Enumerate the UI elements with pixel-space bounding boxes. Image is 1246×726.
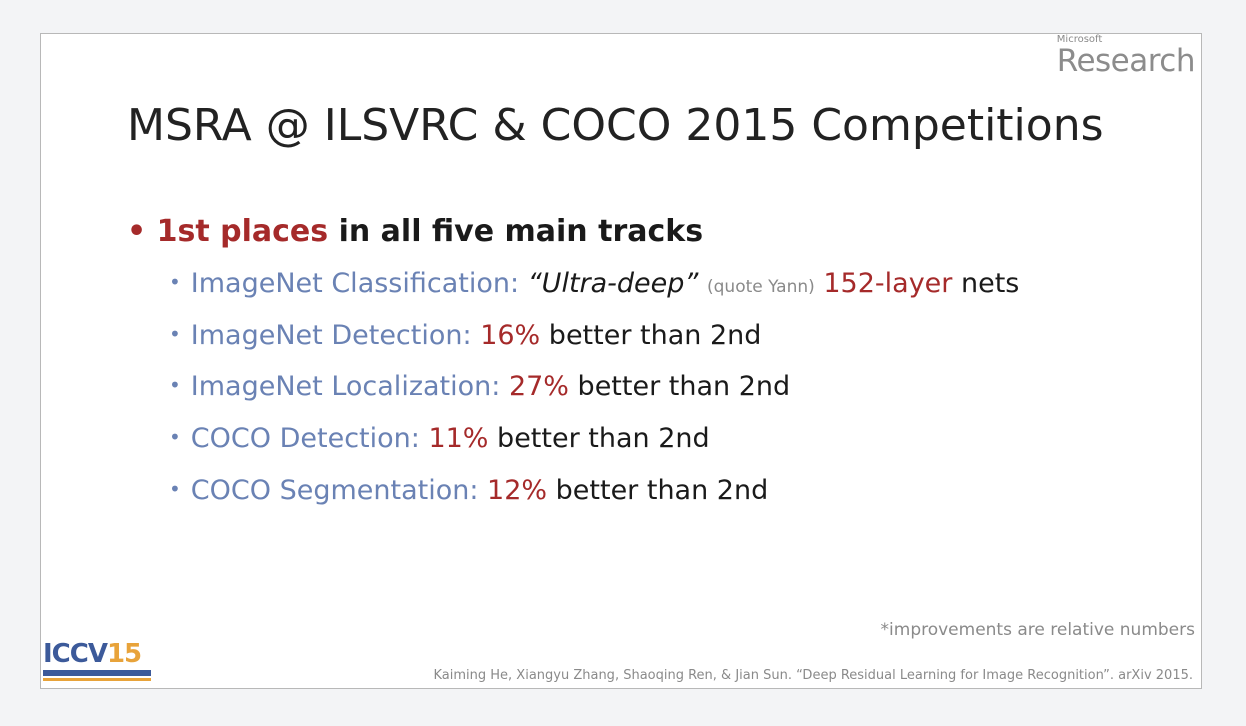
- iccv-logo-bar-accent: [43, 678, 151, 681]
- main-bullet-rest: in all five main tracks: [328, 214, 704, 249]
- item-label: COCO Segmentation:: [190, 475, 479, 506]
- item-rest: better than 2nd: [540, 320, 762, 351]
- item-rest: better than 2nd: [488, 423, 710, 454]
- iccv-logo-bar: [43, 670, 151, 676]
- logo-big-text: Research: [1056, 43, 1196, 79]
- item-label: ImageNet Classification:: [190, 268, 520, 299]
- microsoft-research-logo: Microsoft Research: [1056, 34, 1196, 79]
- list-item-coco-detection: • COCO Detection: 11% better than 2nd: [169, 423, 710, 454]
- citation: Kaiming He, Xiangyu Zhang, Shaoqing Ren,…: [433, 668, 1193, 683]
- iccv-logo-year: 15: [106, 639, 142, 669]
- bullet-dot: •: [169, 270, 181, 294]
- item-value: 16%: [480, 320, 541, 351]
- item-value: 12%: [487, 475, 548, 506]
- iccv-logo-text: ICCV: [43, 639, 108, 669]
- list-item-coco-segmentation: • COCO Segmentation: 12% better than 2nd: [169, 475, 768, 506]
- item-label: ImageNet Detection:: [190, 320, 472, 351]
- item-label: ImageNet Localization:: [190, 371, 501, 402]
- quote-yann: (quote Yann): [707, 277, 815, 297]
- footnote: *improvements are relative numbers: [880, 620, 1195, 640]
- slide-title: MSRA @ ILSVRC & COCO 2015 Competitions: [127, 100, 1104, 151]
- list-item-localization: • ImageNet Localization: 27% better than …: [169, 371, 790, 402]
- list-item-classification: • ImageNet Classification: “Ultra-deep” (…: [169, 268, 1019, 299]
- ultra-deep-quote: “Ultra-deep”: [527, 268, 699, 299]
- item-label: COCO Detection:: [190, 423, 420, 454]
- list-item-detection: • ImageNet Detection: 16% better than 2nd: [169, 320, 761, 351]
- main-bullet: • 1st places in all five main tracks: [127, 214, 703, 249]
- logo-small-text: Microsoft: [1056, 34, 1103, 45]
- bullet-dot: •: [127, 214, 157, 249]
- item-rest: better than 2nd: [568, 371, 791, 402]
- space: [519, 268, 528, 299]
- slide: Microsoft Research MSRA @ ILSVRC & COCO …: [40, 33, 1202, 689]
- item-value: 152-layer: [823, 268, 953, 299]
- bullet-dot: •: [169, 425, 181, 449]
- item-value: 11%: [428, 423, 489, 454]
- bullet-dot: •: [169, 477, 181, 501]
- main-bullet-highlight: 1st places: [156, 214, 329, 249]
- bullet-dot: •: [169, 322, 181, 346]
- iccv-logo: ICCV15: [43, 640, 151, 681]
- item-rest: better than 2nd: [547, 475, 769, 506]
- space: [698, 268, 707, 299]
- bullet-dot: •: [169, 373, 181, 397]
- item-rest: nets: [952, 268, 1020, 299]
- item-value: 27%: [508, 371, 569, 402]
